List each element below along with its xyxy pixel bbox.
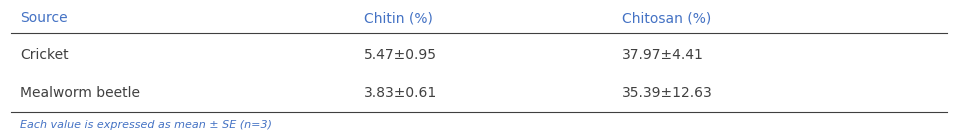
Text: 37.97±4.41: 37.97±4.41 xyxy=(623,48,704,62)
Text: Mealworm beetle: Mealworm beetle xyxy=(20,86,141,100)
Text: 35.39±12.63: 35.39±12.63 xyxy=(623,86,713,100)
Text: Source: Source xyxy=(20,11,68,25)
Text: Cricket: Cricket xyxy=(20,48,69,62)
Text: Chitosan (%): Chitosan (%) xyxy=(623,11,712,25)
Text: Chitin (%): Chitin (%) xyxy=(364,11,433,25)
Text: Each value is expressed as mean ± SE (n=3): Each value is expressed as mean ± SE (n=… xyxy=(20,120,272,130)
Text: 3.83±0.61: 3.83±0.61 xyxy=(364,86,438,100)
Text: 5.47±0.95: 5.47±0.95 xyxy=(364,48,438,62)
